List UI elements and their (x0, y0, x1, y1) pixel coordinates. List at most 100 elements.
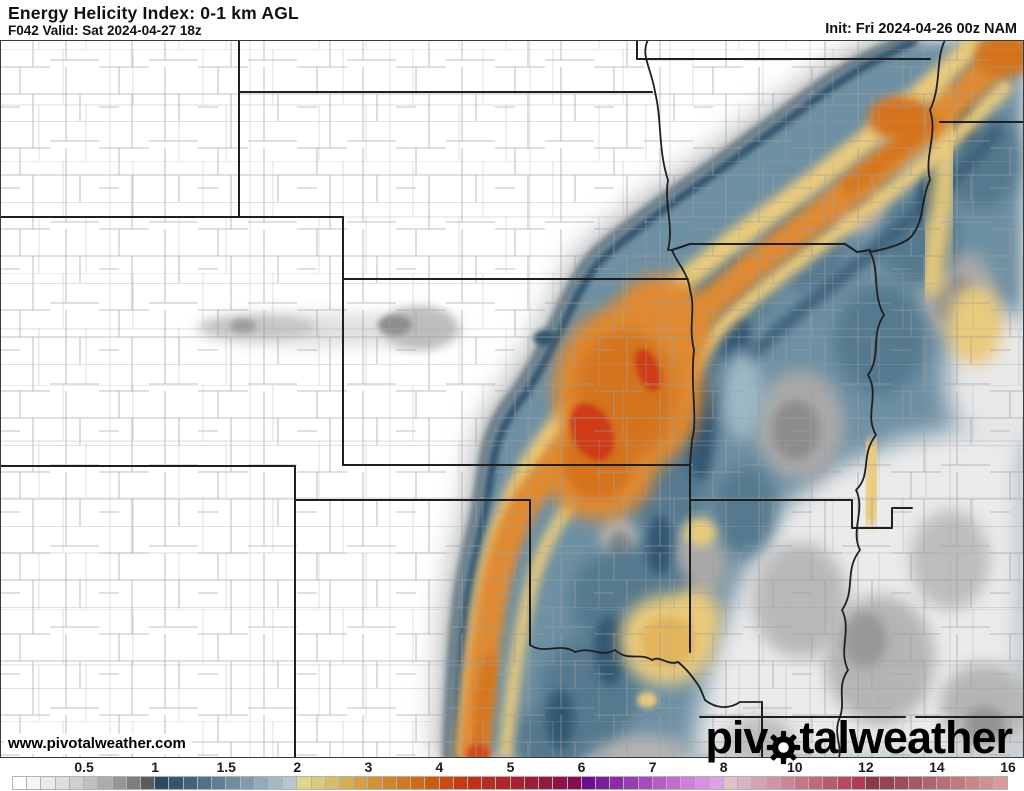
colorbar-cell (708, 776, 724, 790)
colorbar-tick-label: 3 (364, 759, 373, 775)
colorbar-cell (310, 776, 326, 790)
colorbar-cell (922, 776, 938, 790)
colorbar-cell (111, 776, 127, 790)
logo-text-weather: weather (848, 712, 1013, 763)
gear-icon (766, 724, 801, 764)
colorbar-cell (495, 776, 511, 790)
colorbar-cell (822, 776, 838, 790)
colorbar-cell (225, 776, 241, 790)
colorbar-cell (253, 776, 269, 790)
colorbar-cell (808, 776, 824, 790)
colorbar-tick-label: 8 (719, 759, 728, 775)
colorbar-cell (26, 776, 42, 790)
colorbar-cell (196, 776, 213, 790)
county-grid (0, 40, 1024, 758)
colorbar-cell (523, 776, 540, 790)
header: Energy Helicity Index: 0-1 km AGL F042 V… (0, 0, 1024, 40)
colorbar-cell (154, 776, 170, 790)
colorbar-cell (637, 776, 653, 790)
colorbar-cell (68, 776, 85, 790)
colorbar-ticks: 0.5 1 1.5 2 3 4 5 6 7 8 10 12 14 16 (0, 759, 1024, 775)
colorbar-cell (438, 776, 454, 790)
colorbar-cell (722, 776, 739, 790)
colorbar-cell (12, 776, 28, 790)
colorbar-cell (865, 776, 881, 790)
forecast-map: www.pivotalweather.com piv tal weather (0, 40, 1024, 764)
map-canvas (0, 40, 1024, 758)
colorbar-cell (580, 776, 596, 790)
colorbar-cell (779, 776, 796, 790)
valid-time-label: F042 Valid: Sat 2024-04-27 18z (8, 23, 202, 38)
colorbar-cell (353, 776, 369, 790)
colorbar-cell (481, 776, 497, 790)
colorbar-tick-label: 1 (151, 759, 160, 775)
colorbar-cell (907, 776, 923, 790)
colorbar-cell (424, 776, 440, 790)
colorbar-cell (694, 776, 710, 790)
colorbar-cell (211, 776, 227, 790)
colorbar-cell (381, 776, 397, 790)
colorbar-cell (794, 776, 810, 790)
colorbar-cell (978, 776, 995, 790)
colorbar-cell (282, 776, 298, 790)
init-time-label: Init: Fri 2024-04-26 00z NAM (825, 21, 1017, 37)
colorbar-cell (765, 776, 781, 790)
colorbar-cell (40, 776, 56, 790)
colorbar-tick-label: 14 (929, 759, 945, 775)
colorbar-tick-label: 2 (293, 759, 302, 775)
colorbar-legend: 0.5 1 1.5 2 3 4 5 6 7 8 10 12 14 16 (0, 758, 1024, 791)
colorbar-cell (296, 776, 312, 790)
colorbar-tick-label: 6 (577, 759, 586, 775)
colorbar-cell (467, 776, 483, 790)
colorbar-cell (239, 776, 255, 790)
colorbar-tick-label: 12 (858, 759, 874, 775)
colorbar-cell (410, 776, 426, 790)
colorbar-cell (964, 776, 980, 790)
colorbar-cell (395, 776, 412, 790)
colorbar-tick-label: 0.5 (74, 759, 94, 775)
colorbar-cell (737, 776, 753, 790)
colorbar-cell (267, 776, 284, 790)
colorbar-cell (125, 776, 141, 790)
colorbar-cell (850, 776, 867, 790)
colorbar-cell (993, 776, 1009, 790)
watermark: www.pivotalweather.com (4, 734, 192, 754)
colorbar-cell (566, 776, 582, 790)
logo-text-tal: tal (799, 712, 850, 763)
logo-text-piv: piv (705, 712, 768, 763)
colorbar-cell (182, 776, 198, 790)
colorbar-cell (139, 776, 156, 790)
colorbar-cell (54, 776, 70, 790)
colorbar-cell (879, 776, 895, 790)
colorbar-cell (893, 776, 909, 790)
colorbar-cell (666, 776, 682, 790)
page-title: Energy Helicity Index: 0-1 km AGL (8, 3, 299, 23)
colorbar-cell (623, 776, 639, 790)
colorbar-tick-label: 16 (1000, 759, 1016, 775)
colorbar-tick-label: 5 (506, 759, 515, 775)
colorbar-cell (836, 776, 852, 790)
colorbar-cell (552, 776, 568, 790)
colorbar-tick-label: 7 (648, 759, 657, 775)
colorbar-cell (452, 776, 468, 790)
colorbar-cell (367, 776, 383, 790)
pivotal-weather-logo: piv tal weather (705, 712, 1013, 764)
colorbar-cell (609, 776, 625, 790)
colorbar-cell (751, 776, 767, 790)
colorbar-cell (339, 776, 355, 790)
colorbar-cell (594, 776, 611, 790)
colorbar-cell (168, 776, 184, 790)
colorbar-cell (950, 776, 966, 790)
colorbar-cell (651, 776, 668, 790)
colorbar-cell (538, 776, 554, 790)
colorbar-cell (680, 776, 696, 790)
colorbar-cell (97, 776, 113, 790)
colorbar-cells (12, 776, 1009, 790)
colorbar-cell (83, 776, 99, 790)
colorbar-cell (324, 776, 341, 790)
state-borders (0, 40, 1024, 758)
colorbar-tick-label: 1.5 (216, 759, 236, 775)
colorbar-cell (509, 776, 525, 790)
colorbar-tick-label: 10 (786, 759, 803, 775)
